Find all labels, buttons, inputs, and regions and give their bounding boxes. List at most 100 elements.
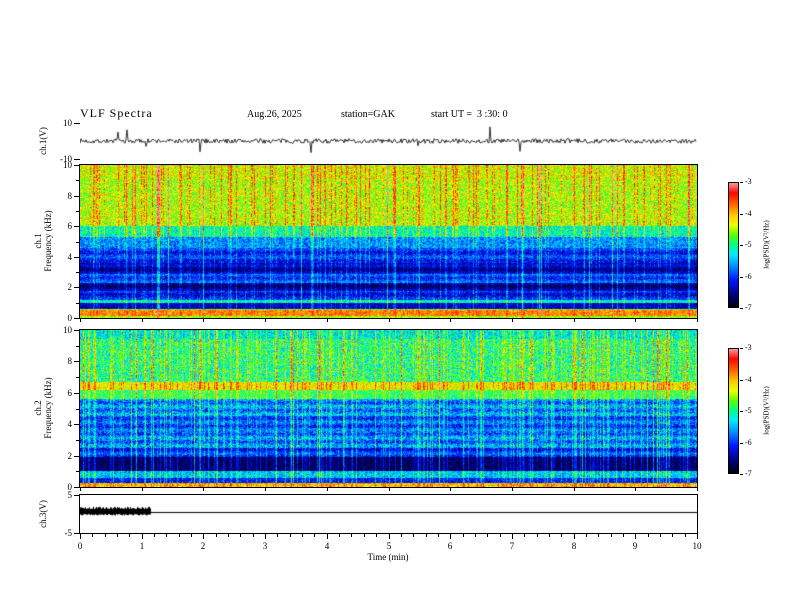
- tick-mark: [512, 534, 513, 539]
- tick-label: 6: [447, 541, 453, 551]
- tick-label: 2: [67, 282, 73, 292]
- tick-mark: [389, 534, 390, 539]
- tick-mark: [438, 534, 439, 537]
- tick-mark: [76, 303, 80, 304]
- colorbar-ch1: [728, 182, 739, 308]
- tick-mark: [80, 488, 81, 491]
- tick-mark: [512, 488, 513, 491]
- tick-label: 4: [324, 541, 330, 551]
- tick-mark: [265, 319, 266, 322]
- tick-label: -5: [745, 240, 752, 249]
- tick-label: -6: [745, 272, 752, 281]
- tick-mark: [74, 456, 80, 457]
- tick-label: 10: [63, 118, 72, 128]
- tick-mark: [475, 534, 476, 537]
- tick-mark: [740, 411, 743, 412]
- tick-mark: [76, 272, 80, 273]
- colorbar-ch2: [728, 348, 739, 474]
- tick-mark: [76, 346, 80, 347]
- tick-label: 0: [67, 482, 73, 492]
- tick-mark: [179, 534, 180, 537]
- tick-mark: [74, 533, 80, 534]
- tick-mark: [672, 534, 673, 537]
- plot-date: Aug.26, 2025: [247, 109, 302, 120]
- tick-mark: [740, 443, 743, 444]
- tick-mark: [76, 211, 80, 212]
- tick-mark: [166, 534, 167, 537]
- tick-mark: [339, 534, 340, 537]
- tick-mark: [314, 534, 315, 537]
- tick-mark: [302, 534, 303, 537]
- tick-mark: [253, 534, 254, 537]
- tick-mark: [74, 330, 80, 331]
- tick-mark: [240, 534, 241, 537]
- tick-mark: [142, 488, 143, 491]
- tick-mark: [142, 534, 143, 539]
- ch3-waveform-plot: [79, 494, 698, 534]
- tick-mark: [635, 319, 636, 322]
- tick-mark: [586, 534, 587, 537]
- tick-mark: [265, 488, 266, 491]
- tick-label: 6: [67, 221, 73, 231]
- tick-label: 2: [200, 541, 206, 551]
- tick-mark: [635, 488, 636, 491]
- tick-mark: [512, 319, 513, 322]
- tick-mark: [74, 361, 80, 362]
- tick-mark: [660, 534, 661, 537]
- tick-mark: [500, 534, 501, 537]
- tick-mark: [74, 159, 80, 160]
- tick-label: -6: [745, 438, 752, 447]
- tick-mark: [74, 257, 80, 258]
- tick-mark: [697, 319, 698, 322]
- tick-mark: [561, 534, 562, 537]
- tick-mark: [129, 534, 130, 537]
- tick-mark: [265, 534, 266, 539]
- tick-mark: [389, 319, 390, 322]
- tick-label: 10: [63, 160, 72, 170]
- tick-mark: [635, 534, 636, 539]
- tick-mark: [611, 534, 612, 537]
- tick-label: 10: [63, 325, 72, 335]
- tick-mark: [74, 424, 80, 425]
- tick-mark: [740, 277, 743, 278]
- tick-mark: [203, 319, 204, 322]
- tick-mark: [216, 534, 217, 537]
- tick-label: 6: [67, 388, 73, 398]
- tick-mark: [74, 393, 80, 394]
- tick-mark: [574, 319, 575, 322]
- tick-mark: [74, 165, 80, 166]
- tick-mark: [463, 534, 464, 537]
- tick-label: 9: [632, 541, 638, 551]
- tick-mark: [277, 534, 278, 537]
- tick-mark: [740, 308, 743, 309]
- tick-label: 1: [139, 541, 145, 551]
- tick-mark: [76, 440, 80, 441]
- tick-mark: [76, 180, 80, 181]
- tick-mark: [740, 348, 743, 349]
- tick-mark: [740, 380, 743, 381]
- tick-label: -5: [745, 406, 752, 415]
- tick-mark: [740, 214, 743, 215]
- tick-label: 0: [77, 541, 83, 551]
- tick-label: -7: [745, 469, 752, 478]
- tick-label: 2: [67, 451, 73, 461]
- tick-mark: [537, 534, 538, 537]
- tick-mark: [376, 534, 377, 537]
- tick-mark: [524, 534, 525, 537]
- tick-mark: [154, 534, 155, 537]
- tick-label: 10: [692, 541, 702, 551]
- tick-label: 3: [262, 541, 268, 551]
- tick-mark: [74, 196, 80, 197]
- tick-mark: [364, 534, 365, 537]
- tick-mark: [290, 534, 291, 537]
- tick-mark: [80, 534, 81, 539]
- tick-mark: [413, 534, 414, 537]
- tick-label: 4: [67, 419, 73, 429]
- tick-mark: [74, 287, 80, 288]
- tick-mark: [142, 319, 143, 322]
- tick-label: 7: [509, 541, 515, 551]
- tick-mark: [327, 488, 328, 491]
- tick-mark: [80, 319, 81, 322]
- tick-mark: [327, 319, 328, 322]
